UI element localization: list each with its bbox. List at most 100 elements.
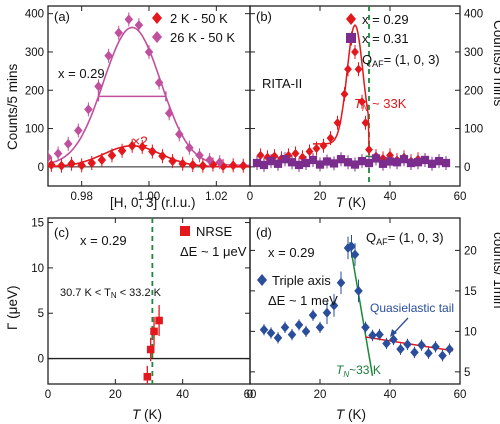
x-tick-label: 0.98: [70, 191, 92, 203]
data-point: [365, 145, 373, 155]
x-tick-label: 0: [247, 389, 253, 401]
data-point: [347, 241, 356, 252]
data-point: [354, 285, 363, 296]
data-point: [378, 159, 388, 168]
data-point: [273, 159, 283, 168]
y-tick-label: 400: [25, 9, 44, 21]
factor-label: ×2: [132, 133, 148, 149]
panel-b-ticks: 0 20 40 60 0 100 200 300 400: [247, 6, 483, 203]
y-tick-label: 200: [25, 85, 44, 97]
x-tick-label: 40: [384, 389, 397, 401]
data-point: [185, 142, 194, 153]
data-point: [357, 156, 367, 166]
instrument-label: RITA-II: [262, 76, 302, 91]
x-tick-label: 40: [176, 389, 189, 401]
legend-label-triple: Triple axis: [272, 273, 331, 288]
data-point: [48, 159, 56, 170]
panel-d-label: (d): [256, 225, 272, 240]
data-point: [205, 154, 214, 165]
data-point: [252, 158, 262, 168]
data-point: [97, 154, 107, 165]
data-point: [256, 150, 265, 160]
data-point: [340, 89, 349, 99]
data-point: [343, 158, 353, 167]
data-point: [336, 277, 346, 288]
panel-b-xlabel: T (K): [336, 195, 366, 210]
y-tick-label: 5: [38, 308, 44, 320]
x-tick-label: 0: [45, 389, 51, 401]
data-point: [146, 345, 155, 354]
legend-marker-26k: [152, 31, 162, 43]
data-point: [354, 64, 363, 74]
y-tick-label: 15: [464, 286, 477, 298]
data-point: [441, 158, 451, 168]
data-point: [77, 160, 86, 171]
legend-label-2k: 2 K - 50 K: [170, 11, 228, 26]
data-point: [403, 339, 412, 350]
data-point: [301, 326, 311, 337]
x-tick-label: 20: [109, 389, 122, 401]
data-point: [63, 138, 73, 149]
data-point: [198, 160, 208, 171]
data-point: [228, 160, 238, 171]
panel-a-composition: x = 0.29: [58, 66, 105, 81]
fwhm-bar: [97, 91, 167, 102]
y-tick-label: 10: [31, 263, 44, 275]
data-point: [168, 156, 177, 167]
data-point: [144, 46, 154, 57]
data-point: [158, 151, 167, 162]
data-point: [298, 152, 307, 162]
panel-b-frame: [249, 5, 461, 187]
legend-label-031: x = 0.31: [362, 31, 409, 46]
data-point: [350, 160, 360, 169]
data-point: [175, 129, 184, 140]
data-point: [445, 344, 454, 355]
legend-marker-triple: [257, 274, 267, 286]
data-point: [417, 340, 426, 351]
panel-d-qaf: QAF= (1, 0, 3): [366, 230, 444, 247]
data-point: [312, 143, 321, 154]
data-point: [438, 350, 447, 361]
data-point: [259, 160, 269, 170]
data-point: [382, 338, 391, 349]
data-point: [287, 329, 297, 340]
y-tick-label: 0: [38, 354, 44, 366]
data-point: [308, 310, 318, 321]
data-point: [315, 322, 325, 333]
data-point: [48, 152, 53, 163]
triple-resolution: ΔE ~ 1 meV: [268, 293, 338, 308]
panel-d-xlabel: T (K): [336, 407, 366, 422]
data-point: [291, 148, 300, 159]
panel-b-label: (b): [256, 9, 272, 24]
panel-a: 0.98 1.00 1.02 0 100 200 300 400 (a) x = 0.29 ×…: [5, 5, 251, 210]
y-tick-label: 400: [464, 9, 483, 21]
data-point: [266, 156, 276, 166]
data-point: [350, 249, 360, 260]
data-point: [117, 145, 127, 156]
x-tick-label: 1.02: [205, 191, 227, 203]
x-tick-label: 60: [454, 191, 467, 203]
data-point: [392, 158, 402, 167]
data-point: [259, 324, 269, 335]
panel-a-legend: 2 K - 50 K 26 K - 50 K: [152, 11, 235, 45]
data-point: [178, 158, 187, 169]
data-point: [319, 141, 328, 151]
legend-label-26k: 26 K - 50 K: [170, 30, 235, 45]
panel-a-marks: [48, 12, 248, 174]
data-point: [308, 155, 318, 165]
panel-c-label: (c): [54, 225, 69, 240]
data-point: [424, 348, 433, 359]
data-point: [280, 322, 290, 333]
panel-b-qaf: QAF= (1, 0, 3): [362, 52, 440, 69]
y-tick-label: 0: [464, 162, 470, 174]
data-point: [396, 344, 405, 355]
data-point: [326, 133, 335, 143]
data-point: [287, 158, 297, 167]
panel-a-label: (a): [54, 9, 70, 24]
y-tick-label: 0: [38, 162, 44, 174]
fit-curve: [313, 24, 370, 145]
legend-marker-029: [346, 13, 356, 25]
data-point: [124, 14, 134, 25]
data-point: [434, 156, 444, 166]
